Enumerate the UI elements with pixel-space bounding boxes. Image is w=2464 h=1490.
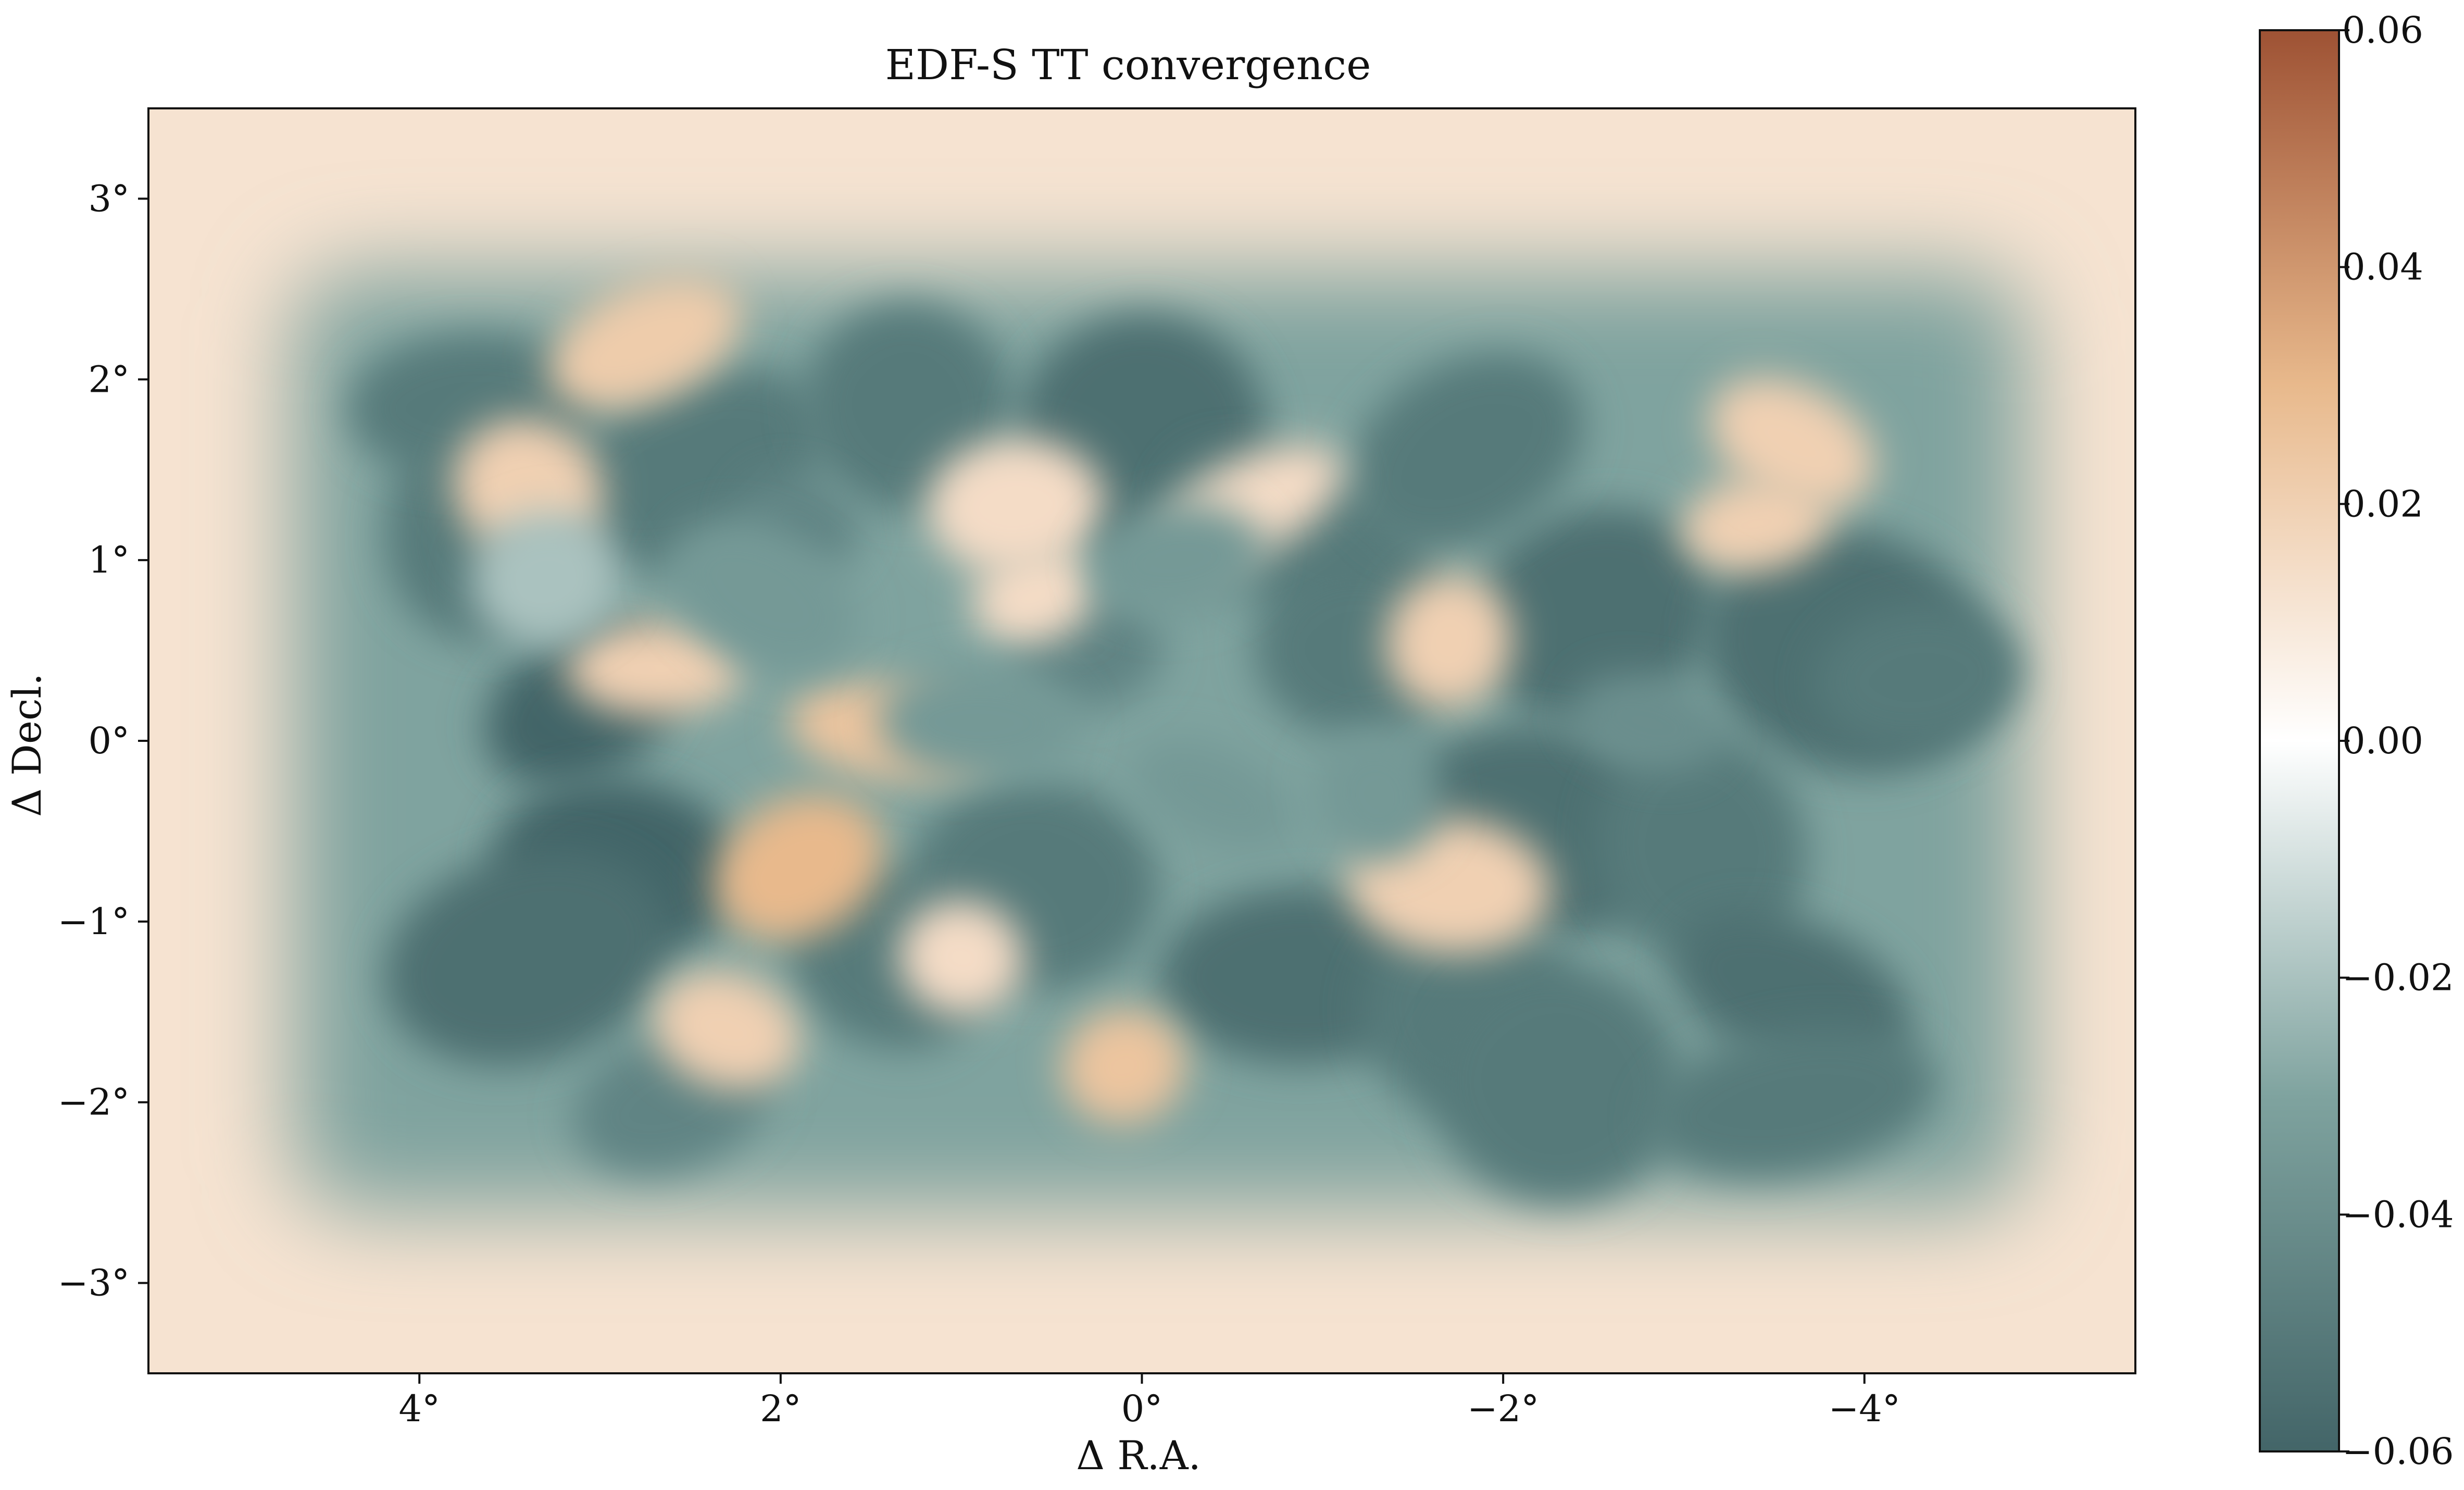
x-tick-label: −2° — [1467, 1387, 1539, 1430]
y-axis-ticks: 3° 2° 1° 0° −1° −2° −3° — [58, 177, 148, 1304]
y-tick-label: −1° — [58, 900, 130, 943]
x-axis-ticks: 4° 2° 0° −2° −4° — [398, 1373, 1900, 1430]
x-tick-label: 2° — [760, 1387, 802, 1430]
y-tick-label: 0° — [88, 719, 130, 762]
colorbar-tick-label: 0.02 — [2342, 482, 2423, 525]
x-axis-label: Δ R.A. — [1076, 1432, 1200, 1479]
chart-title: EDF-S TT convergence — [885, 41, 1371, 89]
colorbar-tick-label: 0.06 — [2342, 9, 2423, 52]
y-tick-label: 1° — [88, 539, 130, 581]
colorbar-tick-label: 0.04 — [2342, 246, 2423, 289]
y-tick-label: −2° — [58, 1081, 130, 1124]
y-tick-label: −3° — [58, 1262, 130, 1305]
colorbar-ticks: 0.06 0.04 0.02 0.00 −0.02 −0.04 −0.06 — [2339, 9, 2454, 1473]
x-tick-label: −4° — [1829, 1387, 1900, 1430]
colorbar-tick-label: 0.00 — [2342, 719, 2423, 762]
colorbar-tick-label: −0.02 — [2342, 957, 2454, 999]
colorbar-tick-label: −0.06 — [2342, 1430, 2454, 1473]
y-axis-label: Δ Decl. — [4, 673, 50, 817]
x-tick-label: 0° — [1121, 1387, 1163, 1430]
colorbar — [2260, 30, 2339, 1451]
colorbar-tick-label: −0.04 — [2342, 1193, 2454, 1236]
x-tick-label: 4° — [398, 1387, 440, 1430]
y-tick-label: 3° — [88, 177, 130, 220]
y-tick-label: 2° — [88, 358, 130, 401]
heatmap-plot-area — [148, 108, 2135, 1373]
